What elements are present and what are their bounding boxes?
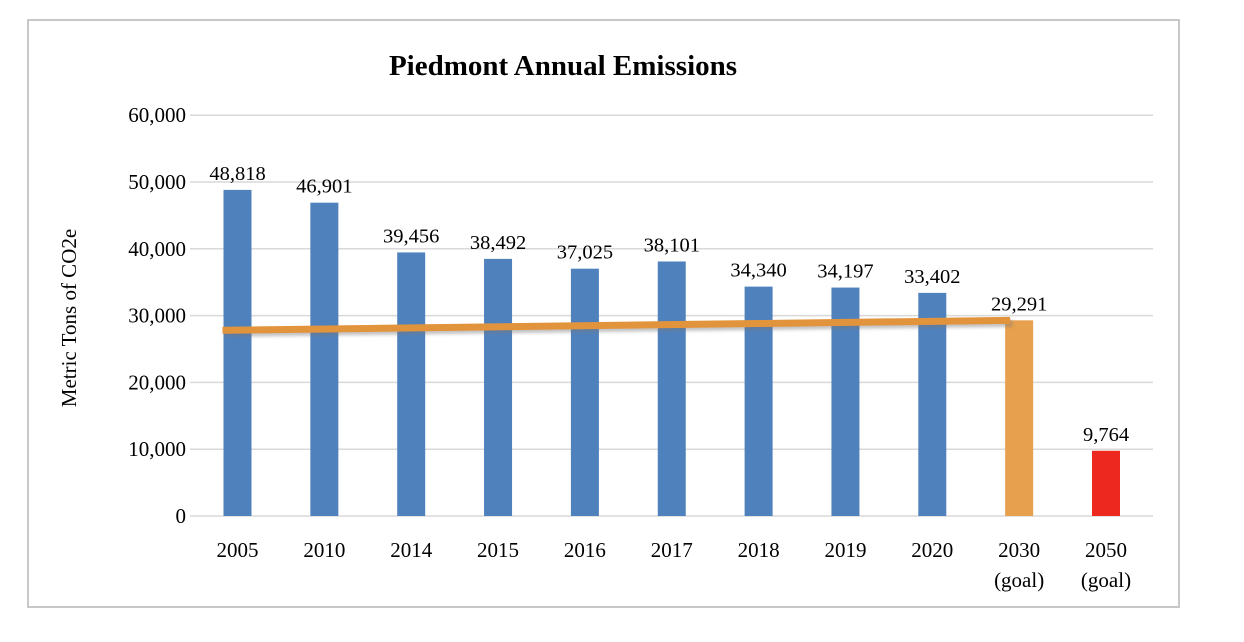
bar-label-2020: 33,402 — [904, 266, 960, 288]
chart-title: Piedmont Annual Emissions — [389, 50, 737, 82]
bar-label-2005: 48,818 — [209, 163, 265, 185]
bar-2014 — [397, 252, 426, 517]
y-axis-title: Metric Tons of CO2e — [57, 229, 81, 407]
bar-label-2018: 34,340 — [730, 260, 786, 282]
bar-2030 — [1005, 320, 1034, 516]
goal-line-layer — [222, 316, 1097, 455]
chart-border — [27, 19, 1180, 608]
bar-label-2010: 46,901 — [296, 176, 352, 198]
bar-2017 — [657, 261, 686, 516]
x-label-2018: 2018 — [738, 538, 780, 562]
x-label-2050: 2050 — [1085, 538, 1127, 562]
bar-layer — [223, 189, 1120, 517]
x-sublabel-2050: (goal) — [1081, 568, 1131, 592]
bar-label-2019: 34,197 — [817, 261, 873, 283]
bar-2005 — [223, 189, 252, 517]
x-label-2005: 2005 — [217, 538, 259, 562]
x-label-2010: 2010 — [303, 538, 345, 562]
bar-label-2015: 38,492 — [470, 232, 526, 254]
y-tick-label-40000: 40,000 — [128, 237, 186, 261]
x-sublabel-2030: (goal) — [994, 568, 1044, 592]
bar-label-2017: 38,101 — [644, 234, 700, 256]
bar-label-2030: 29,291 — [991, 293, 1047, 315]
y-tick-label-30000: 30,000 — [128, 304, 186, 328]
bar-2010 — [310, 202, 339, 516]
x-label-2020: 2020 — [911, 538, 953, 562]
bar-label-2014: 39,456 — [383, 225, 439, 247]
goal-line-2030 — [222, 316, 1011, 334]
y-tick-label-60000: 60,000 — [128, 103, 186, 127]
y-tick-label-20000: 20,000 — [128, 370, 186, 394]
x-label-2016: 2016 — [564, 538, 606, 562]
x-label-2014: 2014 — [390, 538, 433, 562]
x-label-2019: 2019 — [824, 538, 866, 562]
bar-label-2050: 9,764 — [1083, 424, 1129, 446]
label-layer: 60,000 50,000 40,000 30,000 20,000 10,000 0 200… — [128, 103, 1131, 592]
bar-2015 — [484, 258, 513, 516]
x-label-2017: 2017 — [651, 538, 693, 562]
bar-label-2016: 37,025 — [557, 242, 613, 264]
x-label-2015: 2015 — [477, 538, 519, 562]
x-label-2030: 2030 — [998, 538, 1040, 562]
bar-2050 — [1092, 450, 1120, 516]
y-tick-label-10000: 10,000 — [128, 437, 186, 461]
y-tick-label-0: 0 — [176, 504, 187, 528]
bar-2020 — [918, 292, 947, 516]
y-tick-label-50000: 50,000 — [128, 170, 186, 194]
bar-2016 — [570, 268, 599, 516]
